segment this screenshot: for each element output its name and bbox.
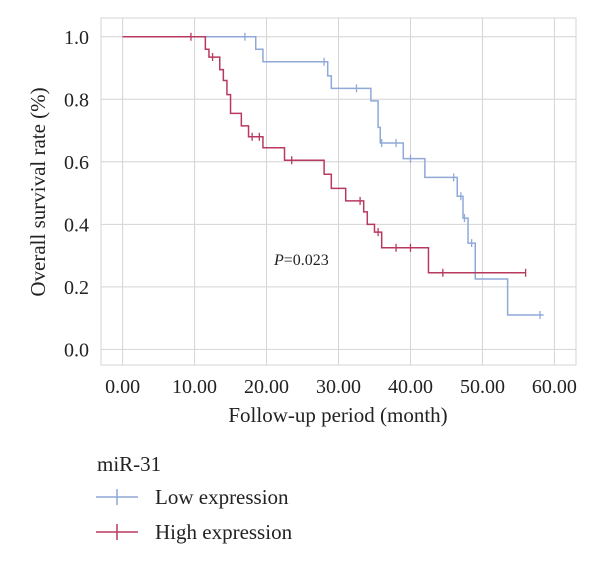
x-tick-label: 30.00 — [316, 376, 361, 398]
legend: miR-31 Low expression High expression — [96, 452, 293, 544]
x-tick-label: 10.00 — [172, 376, 217, 398]
y-tick-label: 0.0 — [64, 339, 89, 361]
y-axis-title: Overall survival rate (%) — [26, 87, 50, 296]
y-tick-label: 0.4 — [64, 214, 89, 236]
x-tick-label: 60.00 — [532, 376, 577, 398]
x-tick-label: 40.00 — [388, 376, 433, 398]
legend-title: miR-31 — [97, 452, 161, 476]
x-tick-label: 20.00 — [244, 376, 289, 398]
series-line-low — [122, 36, 544, 316]
axes: 0.00 10.00 20.00 30.00 40.00 50.00 60.00 0.0 0.2… — [64, 27, 577, 398]
p-value-annotation: P=0.023 — [273, 252, 329, 269]
grid — [100, 17, 577, 366]
legend-entry-low: Low expression — [96, 485, 289, 509]
y-tick-label: 1.0 — [64, 27, 89, 49]
p-symbol: P — [273, 252, 284, 269]
x-tick-label: 0.00 — [105, 376, 140, 398]
legend-label-high: High expression — [155, 520, 293, 544]
series-line-high — [122, 36, 526, 274]
legend-label-low: Low expression — [155, 485, 289, 509]
y-tick-label: 0.8 — [64, 89, 89, 111]
y-tick-label: 0.2 — [64, 277, 89, 299]
y-tick-label: 0.6 — [64, 152, 89, 174]
x-axis-title: Follow-up period (month) — [228, 403, 447, 427]
p-value: =0.023 — [284, 252, 329, 269]
series-group — [122, 32, 544, 319]
x-tick-label: 50.00 — [460, 376, 505, 398]
legend-entry-high: High expression — [96, 520, 293, 544]
